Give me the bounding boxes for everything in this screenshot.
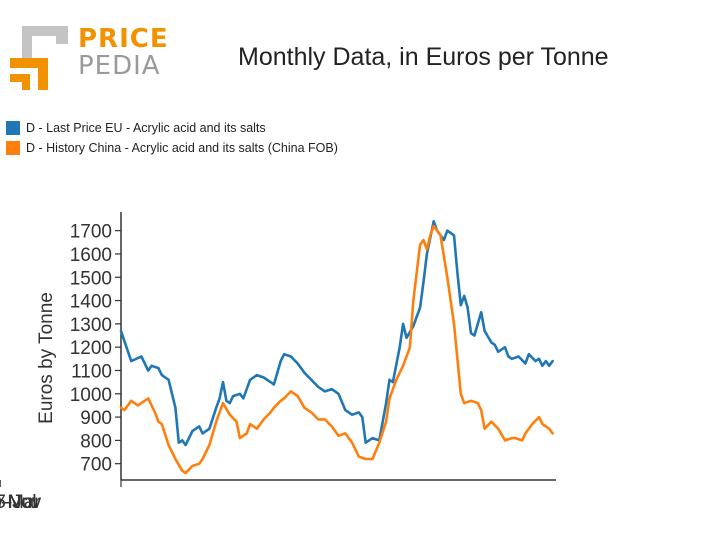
- y-tick-label: 1400: [70, 292, 112, 313]
- series-line-eu: [119, 220, 554, 447]
- legend-swatch-eu: [6, 121, 20, 135]
- logo-mark: [10, 26, 68, 90]
- x-tick-label: 2017-Jul: [0, 492, 36, 513]
- x-tick-label: 2020-Mar: [0, 492, 41, 513]
- y-tick-label: 900: [80, 408, 112, 429]
- logo-text-pedia: PEDIA: [78, 51, 161, 81]
- y-tick-label: 1600: [70, 245, 112, 266]
- pricepedia-logo: PRICE PEDIA: [8, 22, 168, 92]
- legend-label-china: D - History China - Acrylic acid and its…: [26, 141, 338, 155]
- y-tick-label: 800: [80, 431, 112, 452]
- y-axis-title: Euros by Tonne: [36, 292, 57, 424]
- y-tick-label: 700: [80, 455, 112, 476]
- chart-legend: D - Last Price EU - Acrylic acid and its…: [6, 118, 338, 158]
- legend-item-eu[interactable]: D - Last Price EU - Acrylic acid and its…: [6, 118, 338, 138]
- y-tick-label: 1000: [70, 385, 112, 406]
- series-layer: [119, 220, 554, 475]
- y-tick-label: 1700: [70, 222, 112, 243]
- legend-item-china[interactable]: D - History China - Acrylic acid and its…: [6, 138, 338, 158]
- series-line-china: [119, 224, 554, 475]
- legend-swatch-china: [6, 141, 20, 155]
- y-tick-label: 1300: [70, 315, 112, 336]
- y-tick-label: 1200: [70, 338, 112, 359]
- legend-label-eu: D - Last Price EU - Acrylic acid and its…: [26, 121, 266, 135]
- x-tick-label: 2022-Nov: [0, 492, 42, 513]
- logo-text-price: PRICE: [78, 24, 169, 54]
- x-tick-label: 2025-Jul: [0, 492, 36, 513]
- y-tick-label: 1500: [70, 268, 112, 289]
- chart-title: Monthly Data, in Euros per Tonne: [238, 43, 609, 71]
- y-tick-label: 1100: [71, 361, 112, 382]
- x-axis: 2017-Jul2020-Mar2022-Nov2025-Jul: [0, 479, 556, 513]
